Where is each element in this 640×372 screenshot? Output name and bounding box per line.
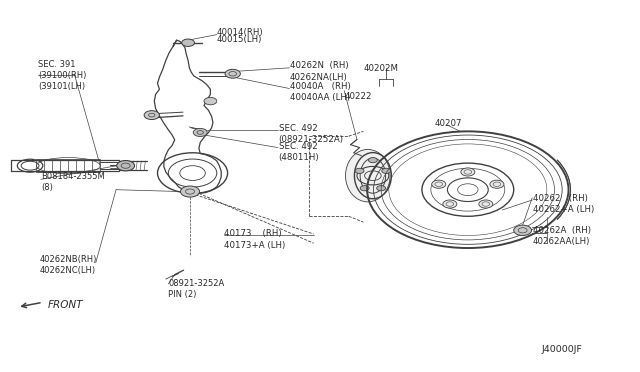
Text: 40222: 40222 [344, 92, 372, 101]
Circle shape [182, 39, 195, 46]
Text: 40173    (RH)
40173+A (LH): 40173 (RH) 40173+A (LH) [225, 230, 285, 250]
Text: B08184-2355M
(8): B08184-2355M (8) [41, 172, 105, 192]
Text: 40262N  (RH)
40262NA(LH): 40262N (RH) 40262NA(LH) [290, 61, 349, 81]
Circle shape [377, 186, 385, 191]
Circle shape [116, 161, 134, 171]
Circle shape [355, 168, 364, 173]
Circle shape [144, 111, 159, 119]
Text: 40202M: 40202M [364, 64, 398, 73]
Text: J40000JF: J40000JF [541, 345, 582, 354]
Circle shape [180, 186, 200, 197]
Ellipse shape [346, 150, 390, 202]
Circle shape [360, 186, 369, 191]
Circle shape [225, 69, 241, 78]
Text: SEC. 492
(48011H): SEC. 492 (48011H) [278, 142, 319, 163]
Text: 40015(LH): 40015(LH) [217, 35, 262, 44]
Circle shape [479, 200, 493, 208]
Circle shape [514, 225, 532, 235]
Circle shape [193, 128, 207, 137]
Circle shape [461, 168, 475, 176]
Circle shape [443, 200, 457, 208]
Text: 40207: 40207 [435, 119, 462, 128]
Circle shape [382, 168, 390, 173]
Text: FRONT: FRONT [47, 300, 83, 310]
Text: 08921-3252A
PIN (2): 08921-3252A PIN (2) [168, 279, 225, 299]
Circle shape [490, 180, 504, 188]
Circle shape [432, 180, 445, 188]
Text: 40014(RH): 40014(RH) [217, 28, 264, 37]
Text: 40262   (RH)
40262+A (LH): 40262 (RH) 40262+A (LH) [533, 194, 594, 214]
Circle shape [204, 97, 217, 105]
Text: 40040A   (RH)
40040AA (LH): 40040A (RH) 40040AA (LH) [290, 82, 351, 102]
Text: 40262A  (RH)
40262AA(LH): 40262A (RH) 40262AA(LH) [533, 226, 591, 246]
Text: SEC. 492
(08921-3252A): SEC. 492 (08921-3252A) [278, 124, 344, 144]
Circle shape [369, 158, 378, 163]
Text: 40262NB(RH)
40262NC(LH): 40262NB(RH) 40262NC(LH) [40, 255, 97, 275]
Text: SEC. 391
(39100(RH)
(39101(LH): SEC. 391 (39100(RH) (39101(LH) [38, 60, 87, 91]
